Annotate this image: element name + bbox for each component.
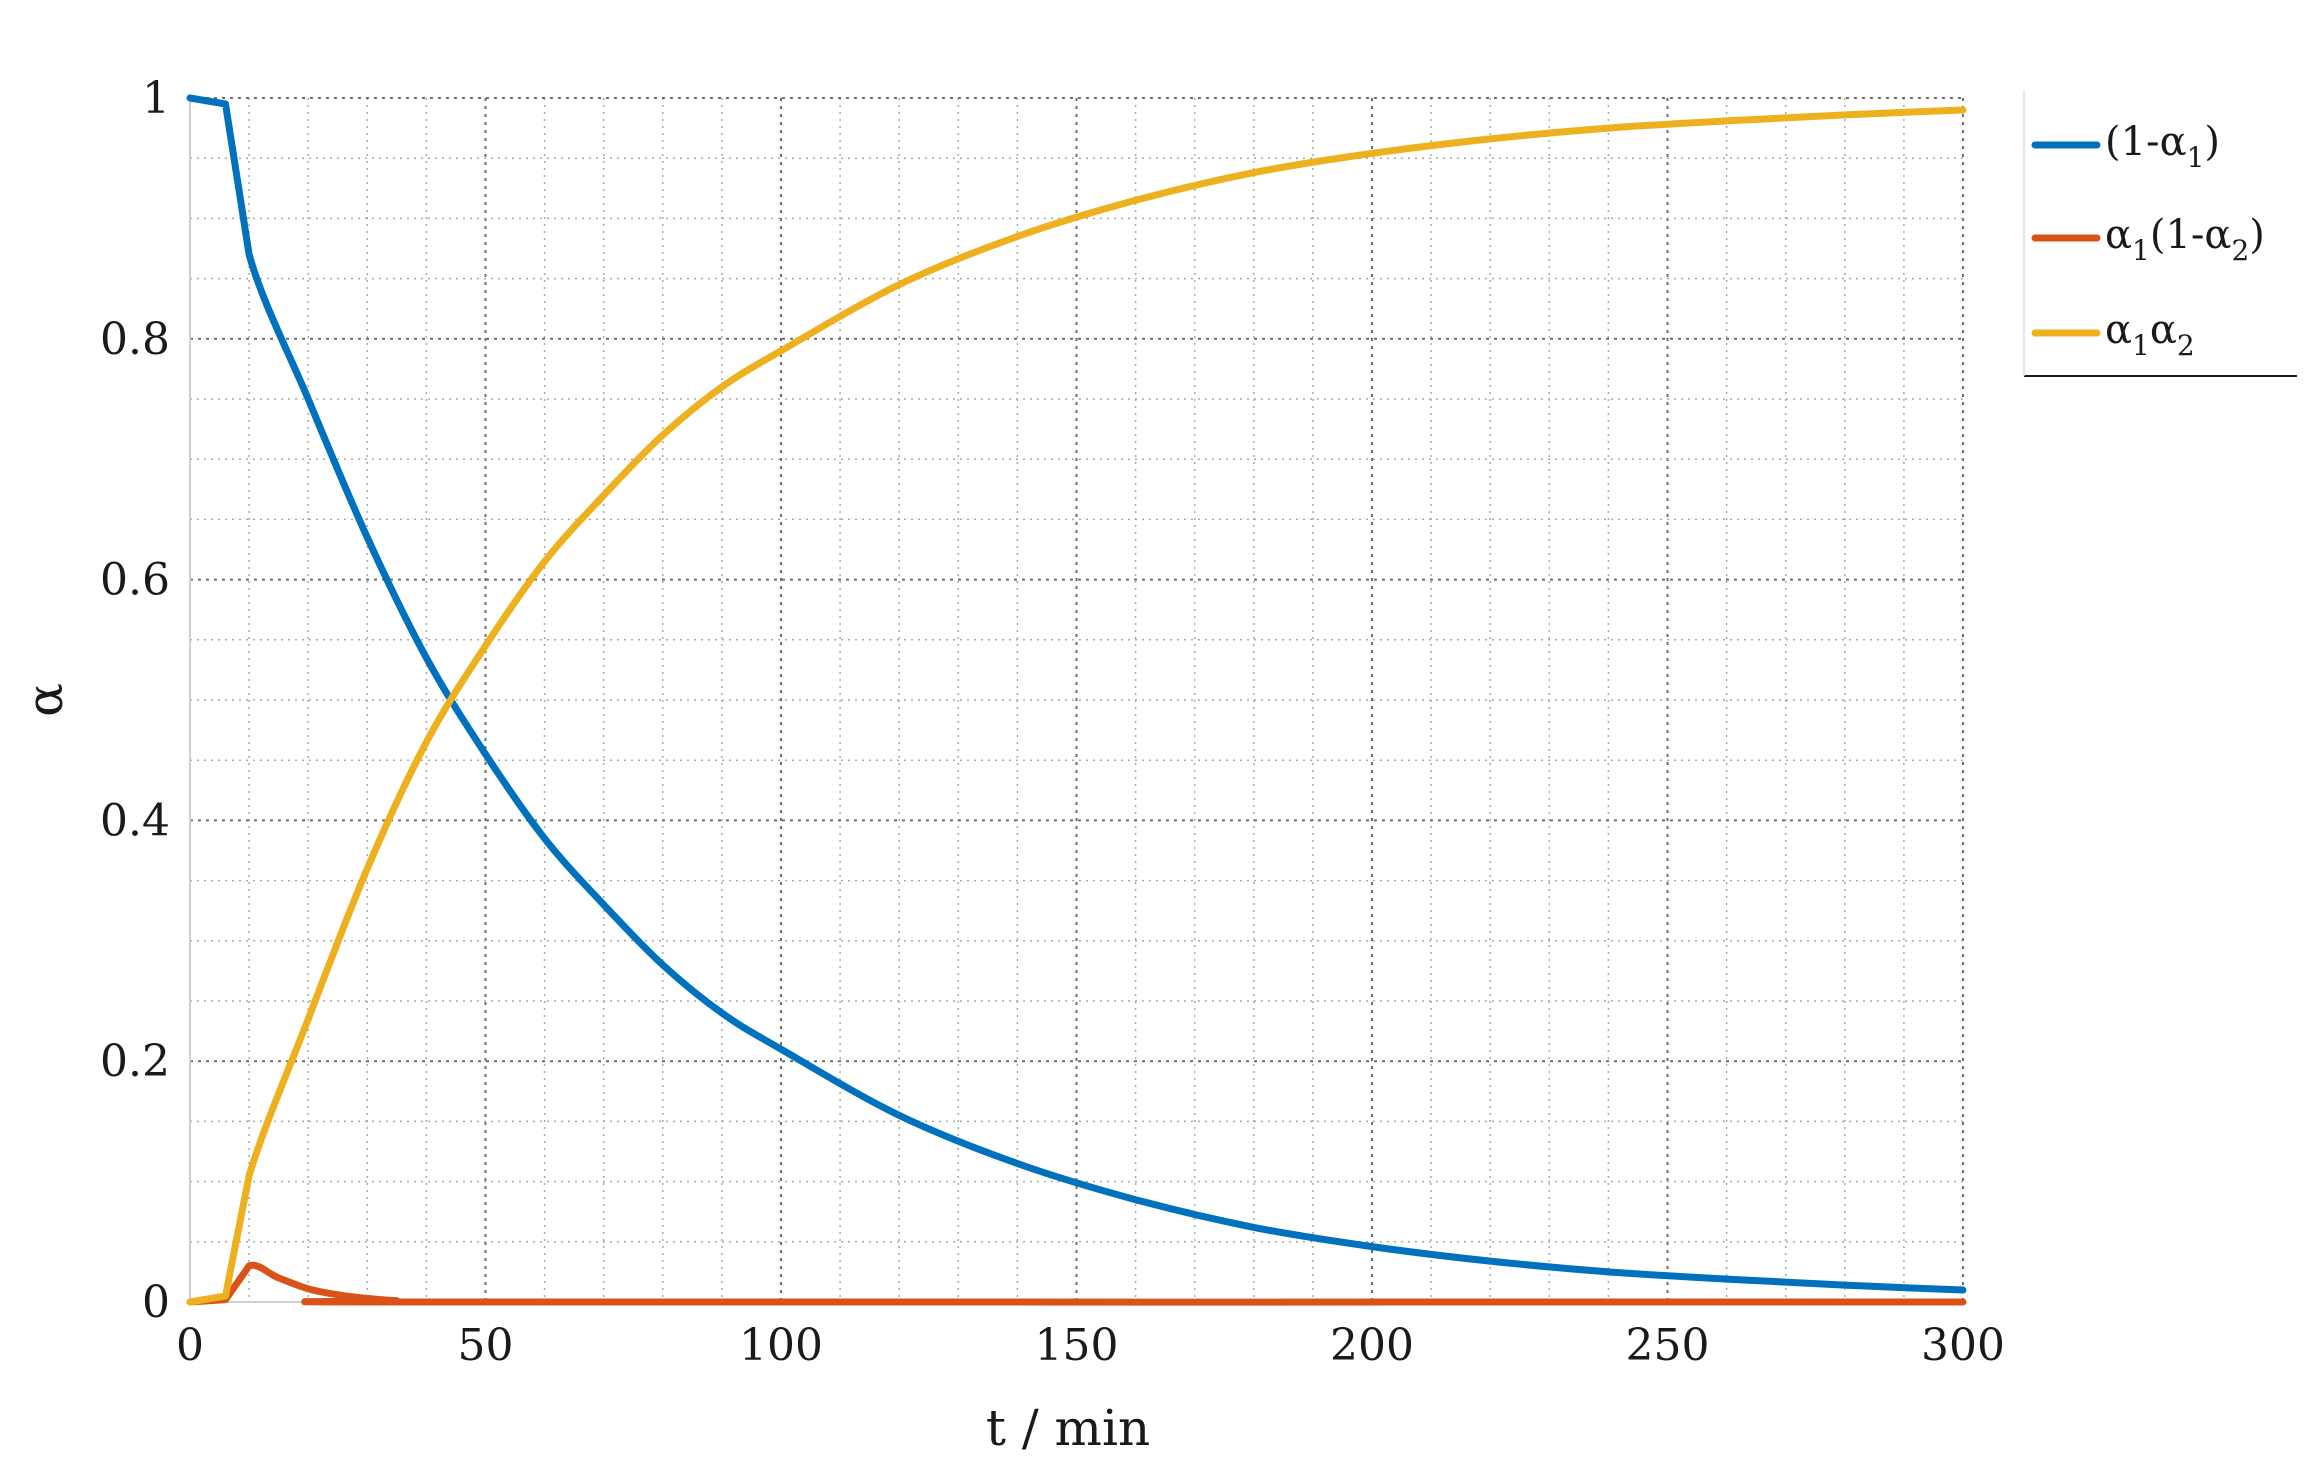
y-tick-label: 0 (142, 1277, 170, 1328)
tick-labels: 0 50 100 150 200 250 300 0 0.2 0.4 0.6 0.8 1 (100, 73, 2005, 1371)
x-tick-label: 150 (1035, 1320, 1119, 1371)
y-tick-label: 1 (142, 73, 170, 124)
series-line-2 (186, 1261, 1967, 1306)
y-tick-label: 0.6 (100, 555, 170, 606)
legend-label-tail: ) (2204, 119, 2220, 165)
legend-label-subscript: 1 (2132, 234, 2150, 267)
legend-item: α1(1-α2) (2031, 212, 2265, 267)
legend-label: (1-α1) (2105, 119, 2220, 174)
legend: (1-α1) α1(1-α2) α1α2 (2023, 90, 2297, 377)
legend-item: α1α2 (2031, 307, 2195, 362)
series-line-3 (186, 106, 1967, 1306)
legend-label-subscript: 1 (2132, 329, 2150, 362)
x-tick-label: 300 (1921, 1320, 2005, 1371)
x-tick-label: 200 (1330, 1320, 1414, 1371)
legend-label: α1α2 (2105, 307, 2195, 362)
legend-label-tail: ) (2249, 212, 2265, 258)
x-axis-title: t / min (986, 1399, 1150, 1457)
legend-item: (1-α1) (2031, 119, 2220, 174)
series-layer (186, 94, 1967, 1306)
legend-label-main: (1-α (2105, 119, 2187, 165)
x-tick-label: 250 (1626, 1320, 1710, 1371)
y-tick-label: 0.4 (100, 795, 170, 846)
y-tick-label: 0.2 (100, 1036, 170, 1087)
legend-label-mid: α (2150, 307, 2177, 353)
legend-label-main: α (2105, 212, 2132, 258)
legend-label-mid: (1-α (2150, 212, 2232, 258)
series-line-1 (186, 94, 1967, 1294)
legend-label-subscript: 1 (2187, 141, 2205, 174)
grid-layer (190, 97, 1964, 1302)
legend-label-subscript: 2 (2177, 329, 2195, 362)
x-tick-label: 100 (739, 1320, 823, 1371)
legend-label: α1(1-α2) (2105, 212, 2265, 267)
legend-label-subscript: 2 (2231, 234, 2249, 267)
x-tick-label: 0 (176, 1320, 204, 1371)
x-tick-label: 50 (458, 1320, 514, 1371)
legend-label-main: α (2105, 307, 2132, 353)
y-axis-title: α (16, 683, 74, 717)
y-tick-label: 0.8 (100, 314, 170, 365)
